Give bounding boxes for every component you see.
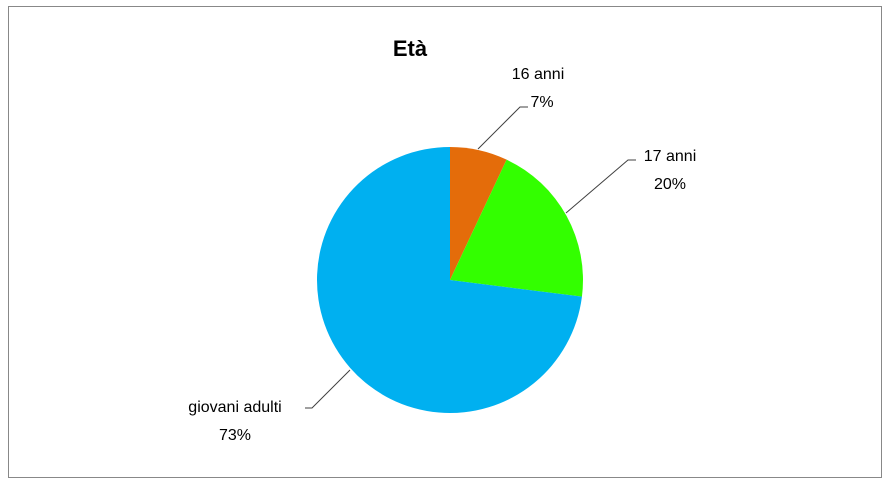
chart-title: Età [393, 36, 428, 61]
leader-line [477, 106, 528, 150]
leader-line [565, 159, 636, 214]
category-label: giovani adulti [188, 399, 281, 416]
data-label: 20% [654, 176, 686, 193]
category-label: 16 anni [512, 66, 565, 83]
pie-slice [450, 147, 507, 280]
data-label: 73% [219, 427, 251, 444]
pie [316, 147, 583, 414]
category-label: 17 anni [644, 148, 697, 165]
pie-slice [316, 147, 582, 414]
data-label: 7% [530, 94, 553, 111]
leader-line [305, 369, 351, 409]
pie-slice [450, 159, 583, 297]
